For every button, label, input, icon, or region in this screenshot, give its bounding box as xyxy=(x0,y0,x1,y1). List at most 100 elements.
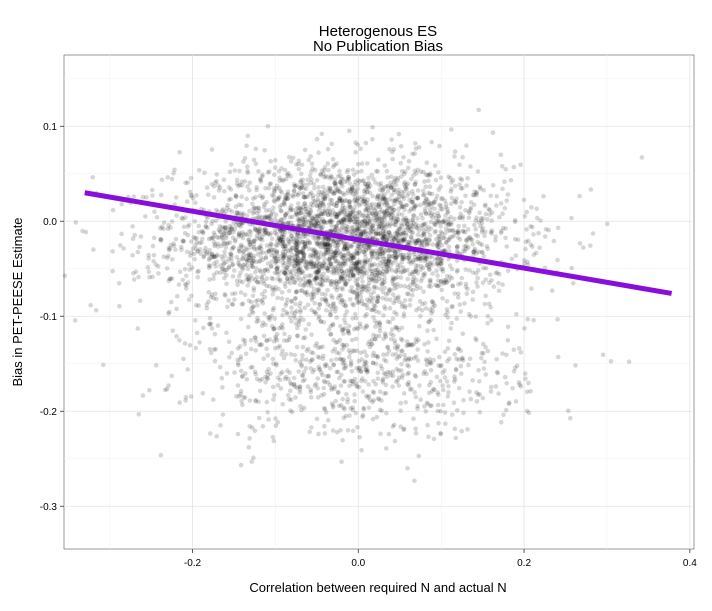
scatter-point xyxy=(444,307,450,312)
scatter-point xyxy=(362,201,368,207)
scatter-point xyxy=(373,205,379,211)
scatter-point xyxy=(315,256,320,262)
scatter-point xyxy=(395,214,400,219)
scatter-point xyxy=(173,236,179,242)
scatter-point xyxy=(541,194,546,199)
scatter-point xyxy=(150,187,155,193)
scatter-point xyxy=(279,208,284,214)
scatter-point xyxy=(413,374,419,379)
scatter-point xyxy=(186,222,192,228)
scatter-point xyxy=(277,240,282,245)
scatter-point xyxy=(291,266,297,271)
scatter-point xyxy=(461,248,466,253)
scatter-point xyxy=(223,293,228,298)
scatter-point xyxy=(203,219,209,224)
scatter-point xyxy=(293,247,299,252)
scatter-point xyxy=(359,168,364,174)
scatter-point xyxy=(339,220,345,225)
scatter-point xyxy=(277,278,283,284)
scatter-point xyxy=(379,366,385,372)
scatter-point xyxy=(440,219,446,225)
scatter-point xyxy=(257,388,263,394)
scatter-point xyxy=(283,374,289,380)
scatter-point xyxy=(228,162,234,167)
scatter-point xyxy=(266,366,272,372)
scatter-point xyxy=(328,176,333,181)
scatter-point xyxy=(373,308,379,314)
scatter-point xyxy=(387,205,392,211)
scatter-point xyxy=(307,224,312,230)
scatter-point xyxy=(314,269,320,275)
scatter-point xyxy=(475,268,481,273)
scatter-point xyxy=(190,246,196,251)
scatter-point xyxy=(429,191,435,197)
scatter-point xyxy=(308,213,314,219)
scatter-point xyxy=(293,269,299,274)
scatter-point xyxy=(344,392,349,397)
scatter-point xyxy=(380,225,385,230)
scatter-point xyxy=(184,199,190,204)
scatter-point xyxy=(479,242,485,248)
scatter-point xyxy=(230,291,235,297)
scatter-point xyxy=(334,161,339,166)
scatter-point xyxy=(362,215,368,221)
scatter-point xyxy=(410,151,415,157)
scatter-point xyxy=(347,181,353,186)
scatter-point xyxy=(449,186,454,192)
scatter-point xyxy=(333,183,338,189)
scatter-point xyxy=(308,252,314,258)
scatter-point xyxy=(407,272,413,277)
scatter-point xyxy=(279,217,285,222)
scatter-point xyxy=(312,277,318,282)
scatter-point xyxy=(334,214,340,219)
scatter-point xyxy=(282,252,288,258)
scatter-point xyxy=(207,322,213,327)
scatter-point xyxy=(455,268,460,273)
scatter-point xyxy=(136,274,141,280)
scatter-point xyxy=(429,262,434,268)
scatter-point xyxy=(192,236,198,241)
scatter-point xyxy=(465,176,470,181)
scatter-point xyxy=(399,212,405,217)
scatter-point xyxy=(271,186,277,191)
scatter-point xyxy=(374,209,379,215)
scatter-point xyxy=(152,209,157,215)
scatter-point xyxy=(388,288,393,293)
scatter-point xyxy=(275,197,281,202)
scatter-point xyxy=(285,220,291,226)
scatter-point xyxy=(374,255,379,260)
scatter-point xyxy=(287,280,293,286)
scatter-point xyxy=(195,249,200,254)
scatter-point xyxy=(409,223,415,228)
scatter-point xyxy=(164,266,170,271)
scatter-point xyxy=(523,371,528,376)
scatter-point xyxy=(281,253,287,259)
scatter-point xyxy=(332,188,338,194)
scatter-point xyxy=(297,260,303,266)
scatter-point xyxy=(529,286,534,291)
scatter-point xyxy=(373,324,378,329)
scatter-point xyxy=(536,230,541,236)
scatter-point xyxy=(367,287,372,292)
scatter-point xyxy=(202,170,207,176)
scatter-point xyxy=(300,373,305,378)
scatter-point xyxy=(357,245,362,250)
scatter-point xyxy=(303,327,309,332)
scatter-point xyxy=(339,198,345,204)
scatter-point xyxy=(227,230,233,235)
scatter-point xyxy=(427,361,433,366)
scatter-point xyxy=(329,141,335,147)
scatter-point xyxy=(339,372,344,378)
scatter-point xyxy=(295,262,301,268)
scatter-point xyxy=(428,379,434,385)
scatter-point xyxy=(206,257,212,263)
scatter-point xyxy=(472,246,478,252)
scatter-point xyxy=(273,336,279,341)
scatter-point xyxy=(524,227,529,232)
scatter-point xyxy=(420,215,425,221)
scatter-point xyxy=(236,212,241,218)
scatter-point xyxy=(321,406,327,411)
scatter-point xyxy=(368,295,373,301)
scatter-point xyxy=(352,255,357,260)
scatter-point xyxy=(365,305,370,311)
